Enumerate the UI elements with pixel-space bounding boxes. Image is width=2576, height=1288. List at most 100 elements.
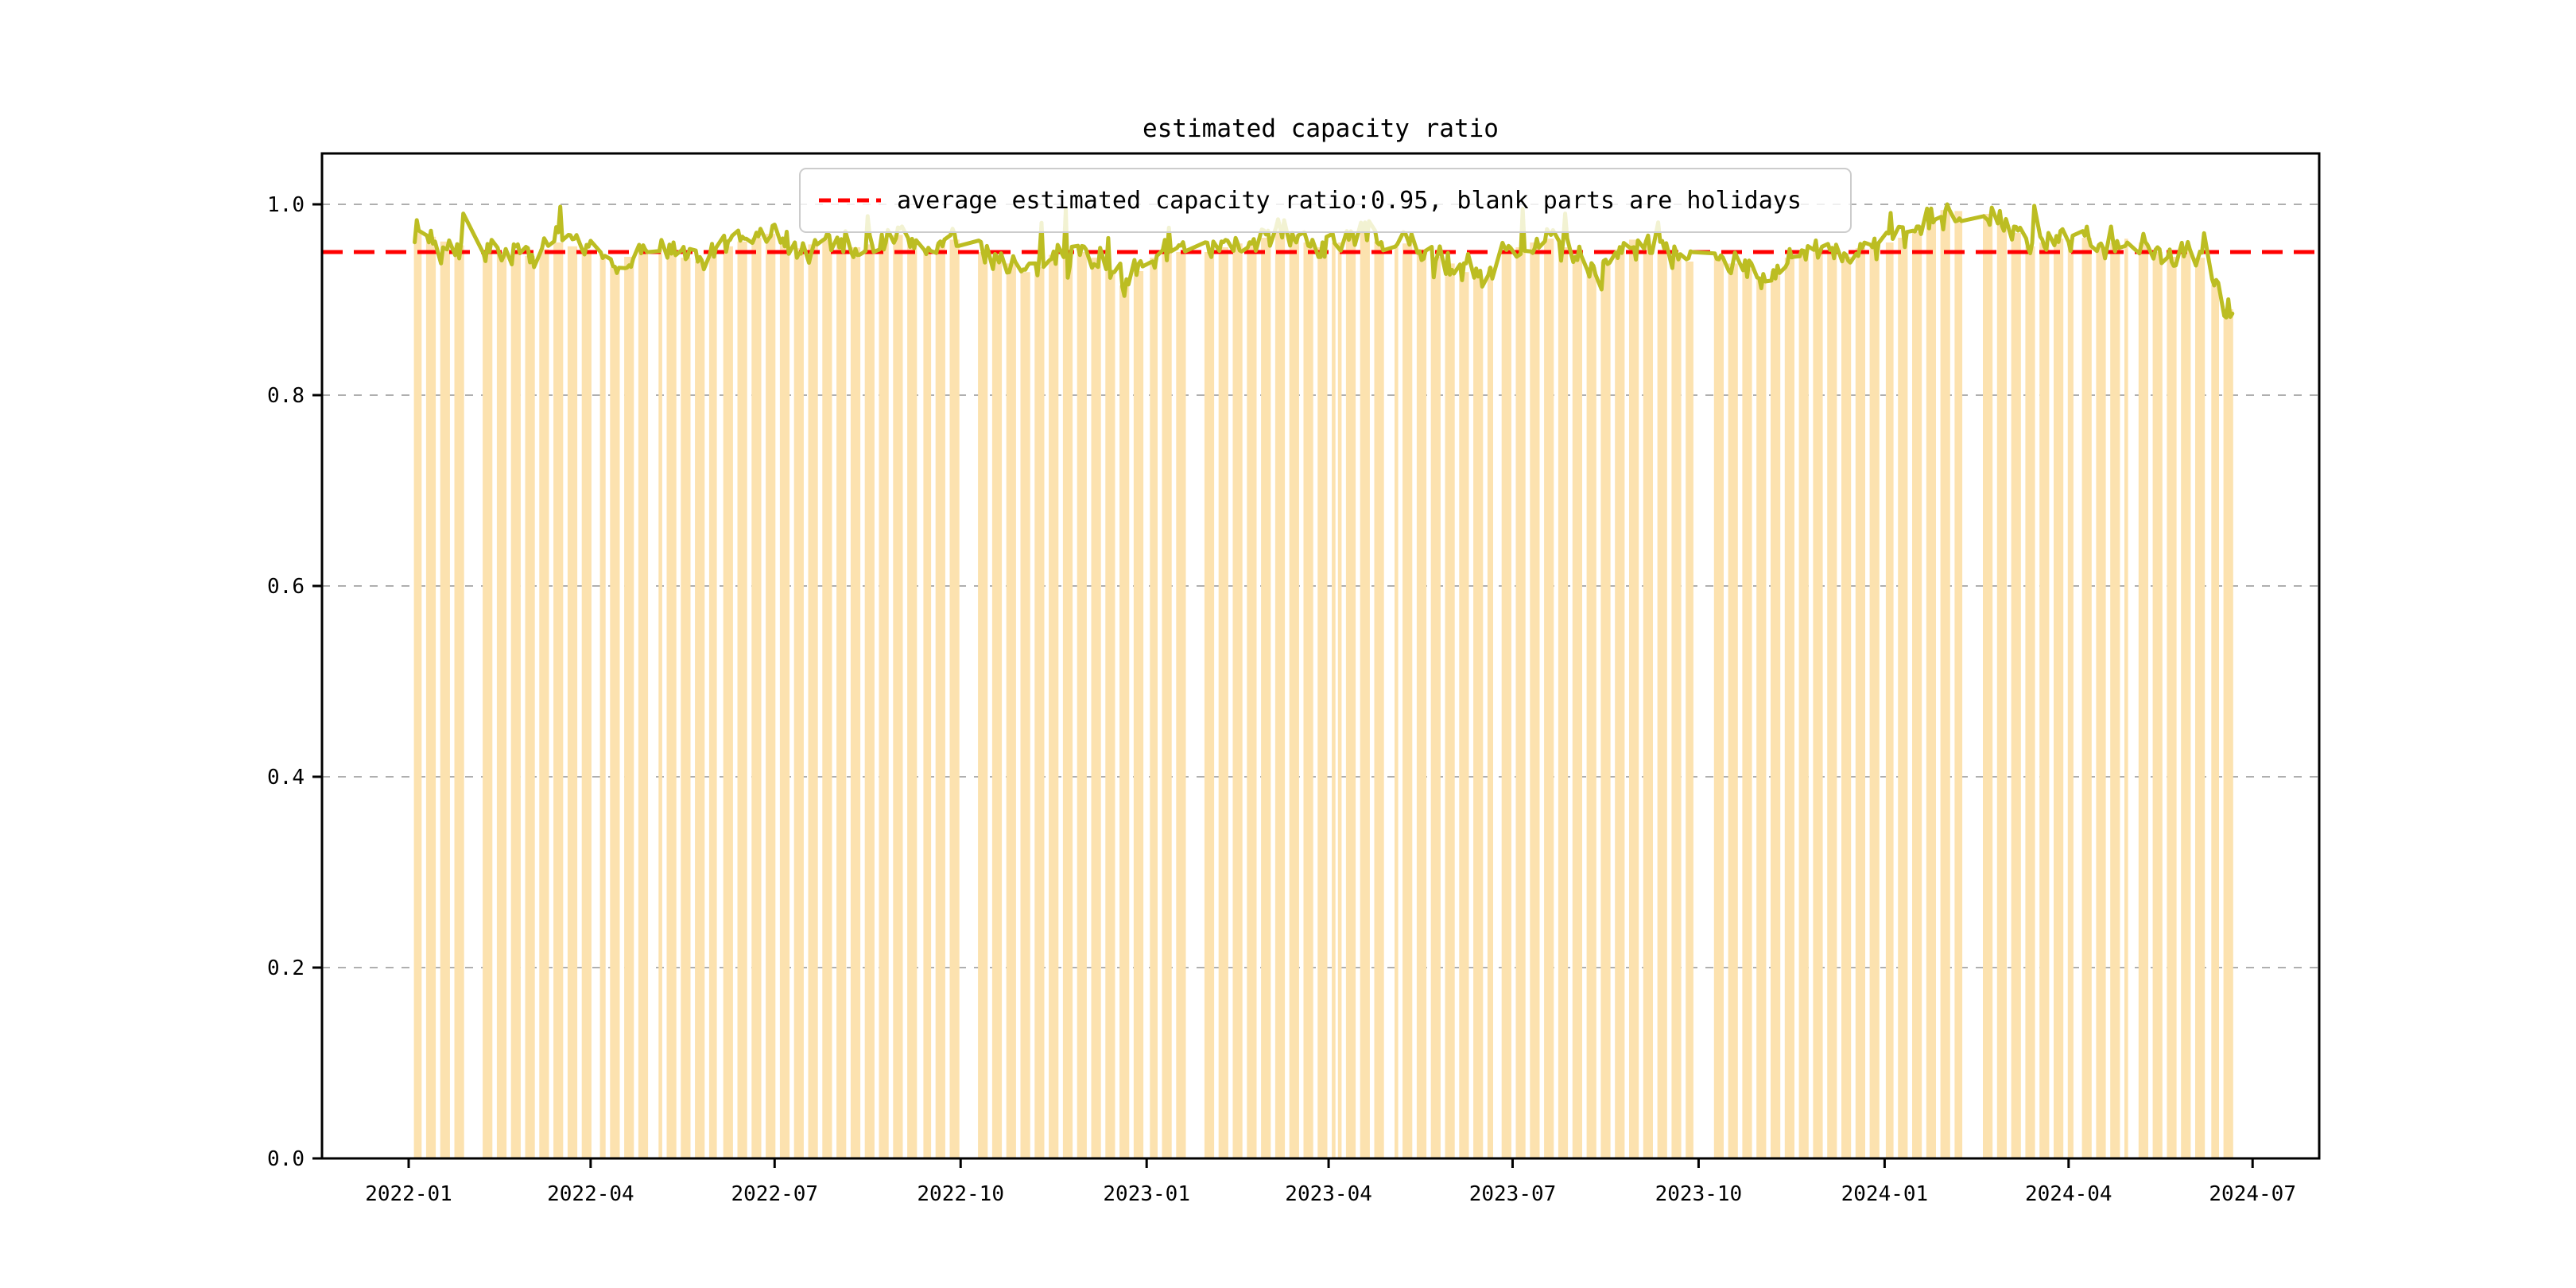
week-bar xyxy=(793,248,804,1159)
week-bar xyxy=(1062,249,1073,1158)
y-tick-label: 1.0 xyxy=(267,193,305,217)
week-bar xyxy=(864,244,875,1158)
week-bar xyxy=(1954,211,1963,1158)
week-bar xyxy=(1615,249,1625,1158)
x-tick-label: 2022-07 xyxy=(731,1182,819,1206)
week-bar xyxy=(1558,247,1569,1158)
week-bar xyxy=(1162,249,1172,1158)
week-bar xyxy=(850,247,861,1158)
x-tick-label: 2024-01 xyxy=(1841,1182,1929,1206)
week-bar xyxy=(1487,267,1493,1159)
week-bar xyxy=(1204,252,1215,1158)
week-bar xyxy=(539,249,549,1158)
week-bar xyxy=(695,262,705,1158)
workweek-bars xyxy=(413,210,2233,1159)
week-bar xyxy=(1332,242,1336,1158)
week-bar xyxy=(1515,247,1526,1158)
week-bar xyxy=(599,258,606,1159)
legend-label: average estimated capacity ratio:0.95, b… xyxy=(897,187,1802,215)
week-bar xyxy=(1501,254,1511,1158)
week-bar xyxy=(1686,262,1693,1158)
week-bar xyxy=(2138,242,2148,1158)
week-bar xyxy=(454,245,464,1159)
week-bar xyxy=(2124,239,2128,1159)
week-bar xyxy=(1105,271,1115,1158)
week-bar xyxy=(949,239,960,1158)
week-bar xyxy=(1150,258,1158,1159)
week-bar xyxy=(1034,267,1045,1159)
week-bar xyxy=(553,242,564,1158)
week-bar xyxy=(808,244,818,1158)
y-tick-label: 0.6 xyxy=(267,575,305,599)
week-bar xyxy=(440,241,450,1158)
week-bar xyxy=(525,255,535,1158)
week-bar xyxy=(1728,263,1738,1158)
week-bar xyxy=(1360,230,1370,1158)
week-bar xyxy=(1289,235,1299,1158)
week-bar xyxy=(907,242,918,1158)
week-bar xyxy=(1643,244,1653,1158)
week-bar xyxy=(2181,248,2191,1159)
legend-box xyxy=(799,168,1852,233)
week-bar xyxy=(1247,241,1257,1158)
week-bar xyxy=(1345,238,1356,1158)
week-bar xyxy=(2025,246,2035,1158)
week-bar xyxy=(1813,247,1823,1158)
x-tick-label: 2023-04 xyxy=(1285,1182,1372,1206)
week-bar xyxy=(2096,247,2106,1158)
week-bar xyxy=(1020,272,1030,1159)
week-bar xyxy=(1629,239,1639,1158)
week-bar xyxy=(1841,257,1852,1158)
week-bar xyxy=(766,234,776,1159)
week-bar xyxy=(935,244,945,1158)
week-bar xyxy=(1473,277,1484,1159)
chart-title: estimated capacity ratio xyxy=(1143,114,1499,143)
week-bar xyxy=(610,267,620,1159)
week-bar xyxy=(1983,214,1993,1158)
y-axis: 0.0 0.2 0.4 0.6 0.8 1.0 xyxy=(267,193,322,1171)
week-bar xyxy=(666,252,677,1158)
week-bar xyxy=(1133,271,1144,1158)
week-bar xyxy=(737,241,747,1158)
week-bar xyxy=(1798,252,1809,1158)
week-bar xyxy=(2195,258,2206,1159)
week-bar xyxy=(893,235,903,1158)
week-bar xyxy=(1430,257,1441,1158)
week-bar xyxy=(1232,243,1243,1159)
week-bar xyxy=(1912,231,1922,1158)
week-bar xyxy=(2110,242,2120,1158)
week-bar xyxy=(1869,243,1880,1159)
week-bar xyxy=(1671,258,1682,1159)
week-bar xyxy=(1119,285,1130,1158)
y-tick-label: 0.8 xyxy=(267,384,305,408)
x-tick-label: 2022-01 xyxy=(365,1182,452,1206)
week-bar xyxy=(1898,238,1908,1158)
week-bar xyxy=(1572,257,1582,1158)
week-bar xyxy=(1459,272,1469,1159)
week-bar xyxy=(751,238,762,1158)
week-bar xyxy=(836,242,847,1158)
week-bar xyxy=(1317,247,1328,1158)
week-bar xyxy=(1337,242,1342,1158)
week-bar xyxy=(822,239,832,1158)
week-bar xyxy=(1445,263,1455,1158)
x-tick-label: 2024-07 xyxy=(2209,1182,2296,1206)
x-tick-label: 2022-10 xyxy=(917,1182,1004,1206)
week-bar xyxy=(1077,252,1087,1158)
x-tick-label: 2023-07 xyxy=(1469,1182,1557,1206)
week-bar xyxy=(1713,258,1724,1159)
week-bar xyxy=(2152,252,2163,1158)
week-bar xyxy=(1996,219,2007,1159)
week-bar xyxy=(2081,238,2092,1158)
legend: average estimated capacity ratio:0.95, b… xyxy=(799,168,1852,233)
week-bar xyxy=(1091,258,1101,1159)
week-bar xyxy=(1855,248,1865,1159)
x-tick-label: 2024-04 xyxy=(2025,1182,2112,1206)
week-bar xyxy=(1756,277,1767,1159)
week-bar xyxy=(1274,230,1286,1158)
week-bar xyxy=(510,254,521,1158)
week-bar xyxy=(1544,239,1554,1159)
week-bar xyxy=(567,246,578,1158)
week-bar xyxy=(1771,271,1781,1158)
capacity-ratio-line xyxy=(413,202,2235,320)
